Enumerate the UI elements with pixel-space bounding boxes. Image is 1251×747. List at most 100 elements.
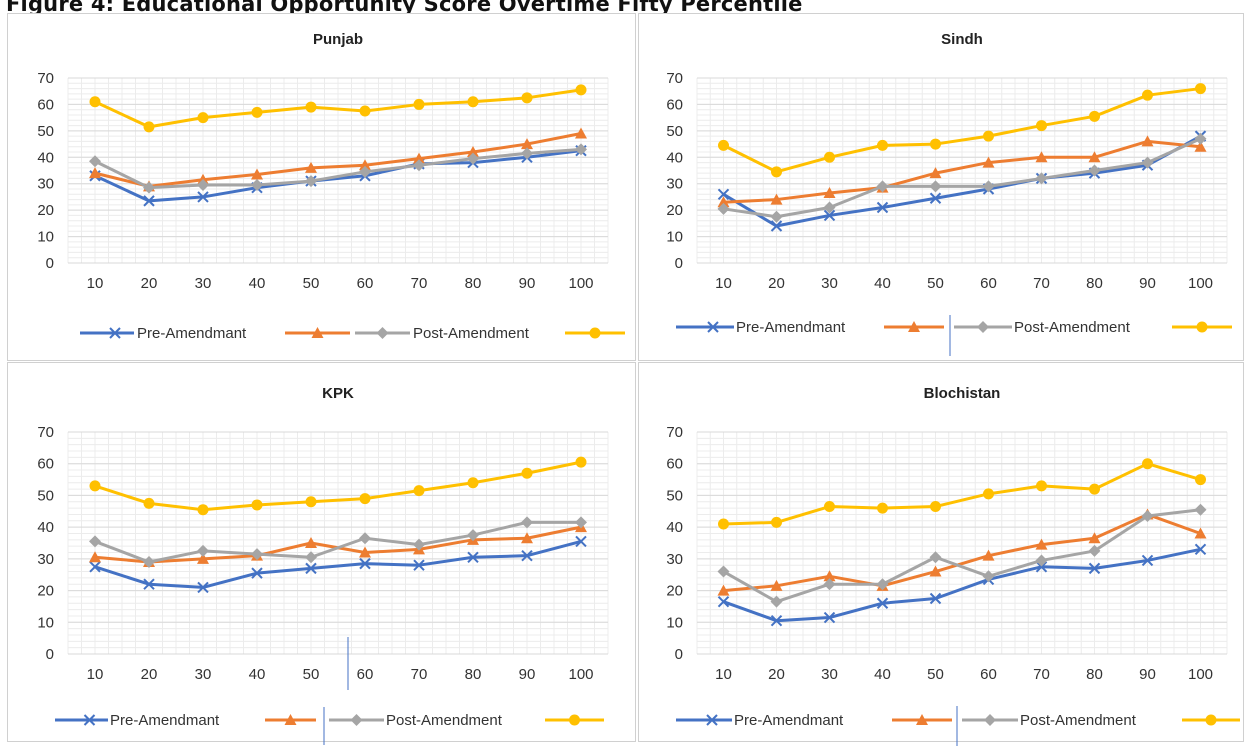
chart0-xtick: 70 <box>411 275 428 292</box>
chart2-ytick: 50 <box>37 487 54 504</box>
chart2-series-0-point <box>575 535 587 548</box>
chart3-xtick: 90 <box>1139 666 1156 683</box>
chart3-series-2-point <box>929 551 942 564</box>
chart1-series-2-line <box>723 137 1202 219</box>
chart3-series-1-point <box>717 584 730 596</box>
chart0-series-1-point <box>467 146 479 157</box>
chart2-series-3-point <box>359 493 371 505</box>
chart0-series-3-point <box>359 105 371 117</box>
chart3-series-1-point <box>982 549 995 561</box>
chart2-series-1-point <box>197 552 209 564</box>
chart1-series-0-point <box>717 188 730 200</box>
chart2-series-2-point <box>143 556 155 569</box>
chart1-series-1-point <box>982 156 995 168</box>
chart3-series-2-point <box>1141 510 1154 523</box>
chart2-series-2-point <box>467 529 479 542</box>
chart1-title: Sindh <box>941 31 983 48</box>
chart0-ytick: 20 <box>37 202 54 219</box>
chart2-series-2-point <box>197 544 209 557</box>
chart2-xtick: 60 <box>357 666 374 683</box>
panel-punjab <box>7 13 636 361</box>
chart0-ytick: 30 <box>37 176 54 193</box>
chart0-ytick: 0 <box>46 255 54 272</box>
chart1-series-2-point <box>982 180 995 193</box>
chart2-series-1-point <box>359 546 371 558</box>
chart0-series-3-point <box>143 121 155 133</box>
chart1-series-2-point <box>770 210 783 223</box>
chart3-legend-marker-3 <box>1205 714 1217 726</box>
chart2-ytick: 40 <box>37 519 54 536</box>
chart0-series-2-point <box>575 143 587 156</box>
chart0-series-3-line <box>94 88 582 129</box>
chart1-series-0-line <box>722 134 1202 228</box>
chart3-series-1-point <box>1194 527 1207 539</box>
chart2-xtick: 50 <box>303 666 320 683</box>
chart0-series-2-point <box>359 165 371 178</box>
chart0-series-3-point <box>305 101 317 113</box>
chart3-series-1-point <box>1088 532 1101 544</box>
chart2-series-2-point <box>305 551 317 564</box>
chart1-ytick: 40 <box>666 149 683 166</box>
chart2-series-2-point <box>251 548 263 561</box>
chart1-series-3-point <box>877 139 888 151</box>
chart3-legend-label-0: Pre-Amendmant <box>734 712 844 729</box>
chart1-series-2-point <box>876 180 889 193</box>
panel-blochistan <box>638 362 1244 742</box>
chart2-series-1-point <box>89 551 101 563</box>
chart0-series-2-line <box>94 147 582 190</box>
chart0-xtick: 30 <box>195 275 212 292</box>
chart3-series-3-point <box>1142 458 1153 470</box>
chart0-ytick: 60 <box>37 96 54 113</box>
chart3-series-1-point <box>929 565 942 577</box>
chart3-series-0-point <box>823 611 836 624</box>
chart1-xtick: 90 <box>1139 275 1156 292</box>
chart2-series-0-point <box>521 549 533 562</box>
chart1-series-0-point <box>876 201 889 214</box>
chart0-xtick: 100 <box>568 275 593 292</box>
chart2-series-0-point <box>143 578 155 590</box>
chart2-series-3-point <box>305 496 317 508</box>
chart1-series-0-point <box>823 209 836 222</box>
chart1-series-1-point <box>1194 140 1207 152</box>
chart0-series-2-point <box>89 155 101 168</box>
chart0-legend-label-2: Post-Amendment <box>413 325 530 342</box>
chart2-series-2-point <box>413 538 425 551</box>
chart0-series-3-point <box>89 96 101 108</box>
chart2-legend-label-0: Pre-Amendmant <box>110 712 220 729</box>
chart2-legend-marker-1 <box>284 714 297 725</box>
chart2-ytick: 0 <box>46 646 54 663</box>
chart3-series-2-point <box>1035 554 1048 567</box>
chart2-xtick: 80 <box>465 666 482 683</box>
chart1-series-0-point <box>770 220 783 232</box>
chart3-ytick: 10 <box>666 614 683 631</box>
chart3-xtick: 80 <box>1086 666 1103 683</box>
chart2-series-0-line <box>94 539 582 589</box>
chart1-xtick: 60 <box>980 275 997 292</box>
chart0-xtick: 80 <box>465 275 482 292</box>
chart3-ytick: 50 <box>666 487 683 504</box>
chart3-series-3-point <box>930 501 941 513</box>
chart3-series-2-line <box>722 508 1201 604</box>
chart1-xtick: 30 <box>821 275 838 292</box>
chart2-xtick: 40 <box>249 666 266 683</box>
chart3-series-2-point <box>1194 503 1207 516</box>
chart2-series-3-point <box>89 480 101 492</box>
chart2-xtick: 30 <box>195 666 212 683</box>
chart0-series-1-point <box>521 138 533 150</box>
chart1-series-2-point <box>717 202 730 215</box>
chart3-legend-marker-2 <box>984 714 996 726</box>
chart2-legend-label-2: Post-Amendment <box>386 712 503 729</box>
chart3-legend-marker-1 <box>916 714 928 725</box>
chart3-xtick: 30 <box>821 666 838 683</box>
chart0-series-2-point <box>413 159 425 172</box>
chart1-series-1-point <box>929 167 942 179</box>
chart1-series-1-point <box>1035 151 1048 163</box>
chart3-series-1-line <box>723 512 1202 593</box>
chart1-series-3-line <box>722 87 1201 174</box>
chart3-xtick: 40 <box>874 666 891 683</box>
chart1-xtick: 50 <box>927 275 944 292</box>
chart2-series-2-point <box>521 516 533 529</box>
chart3-series-1-point <box>823 570 836 582</box>
chart1-series-1-point <box>717 196 730 208</box>
chart1-series-1-point <box>1088 151 1101 163</box>
